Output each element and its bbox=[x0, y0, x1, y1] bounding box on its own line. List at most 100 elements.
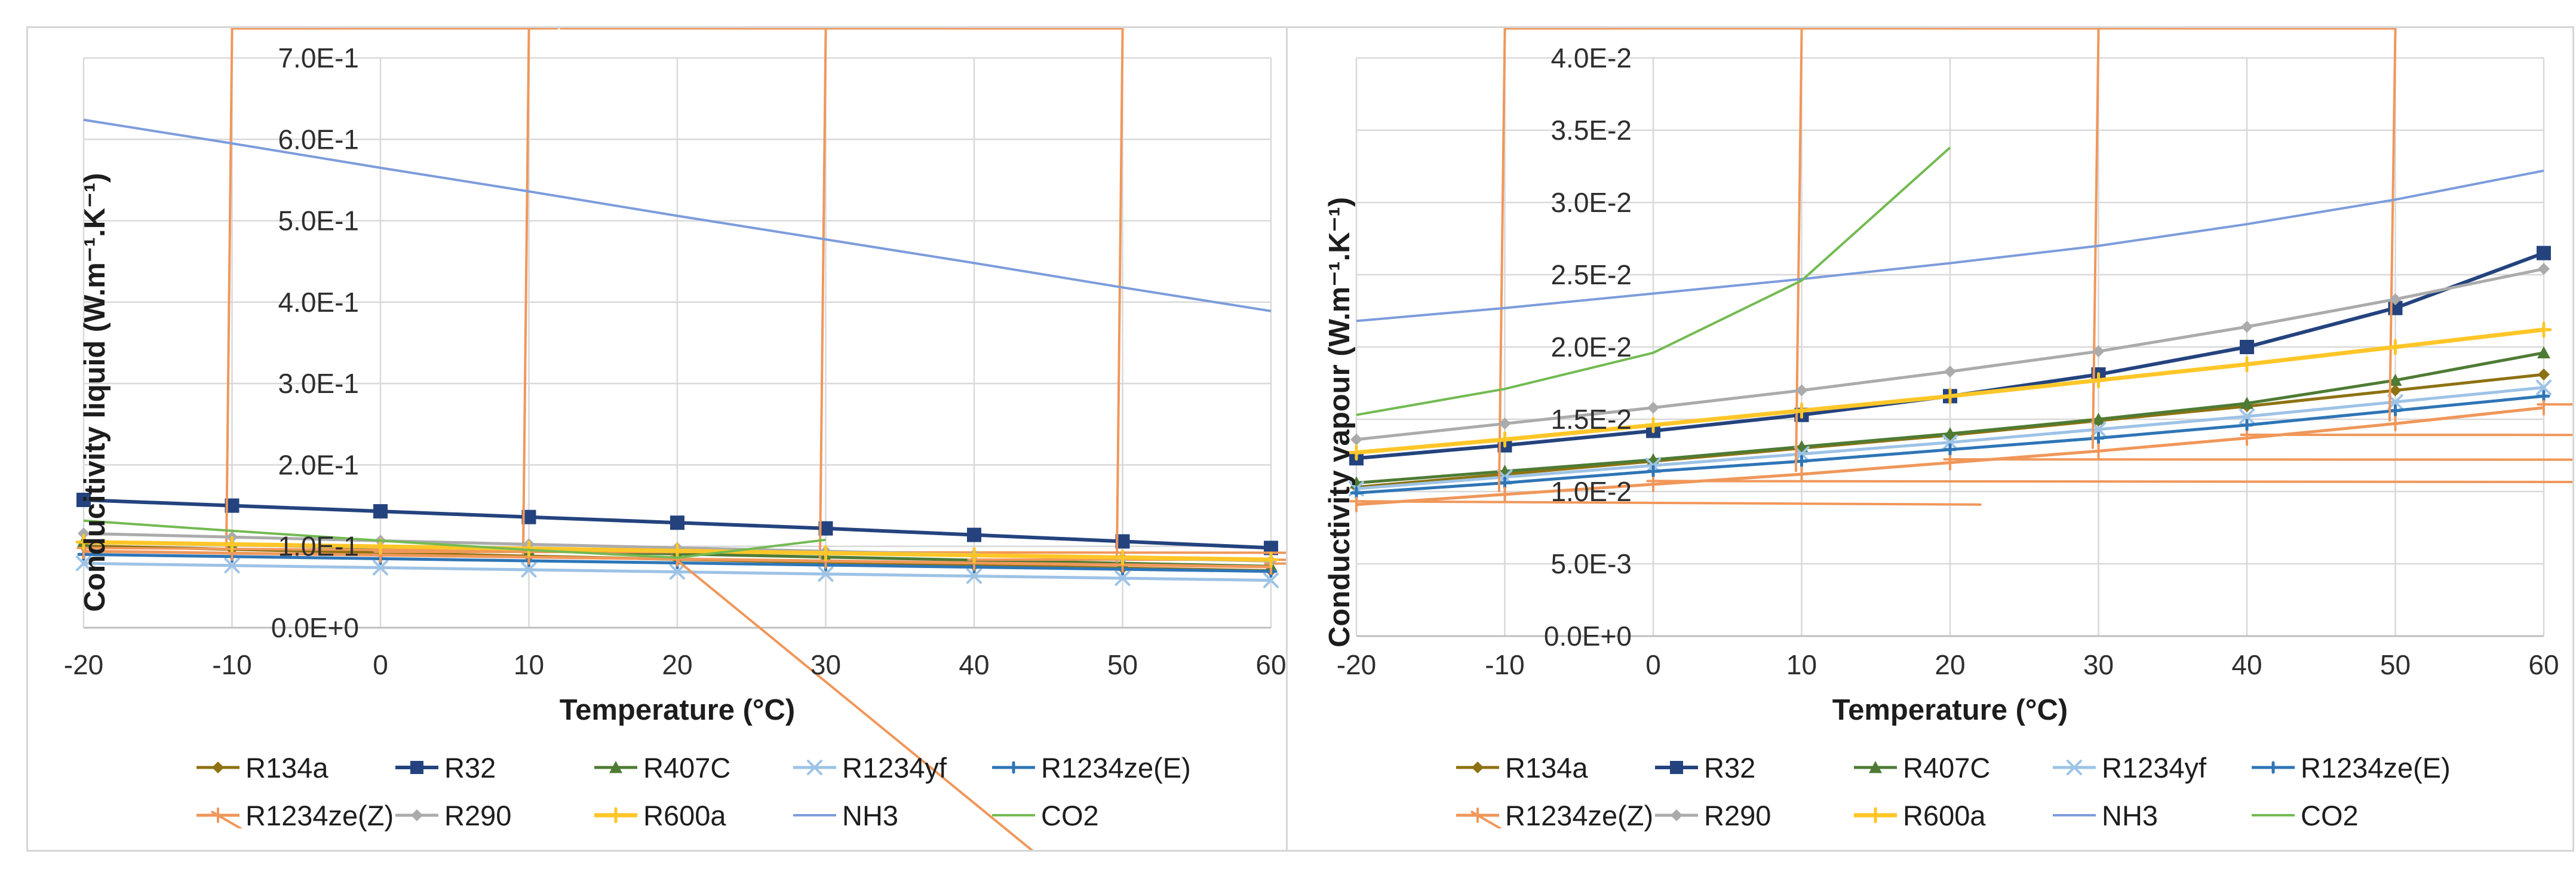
legend-item-CO2: CO2 bbox=[2250, 799, 2449, 832]
marker-plus bbox=[607, 807, 624, 824]
marker-x bbox=[670, 564, 685, 580]
marker-square bbox=[76, 493, 91, 507]
legend-label: R1234ze(Z) bbox=[245, 799, 394, 831]
vapour-conductivity-chart: 0.0E+0 5.0E-3 1.0E-2 1.5E-2 2.0E-2 2.5E-2 3.0E… bbox=[1337, 28, 2572, 680]
legend-item-R600a: R600a bbox=[1853, 799, 2052, 832]
marker-x bbox=[224, 557, 240, 573]
y-tick-label: 2.0E-1 bbox=[278, 449, 359, 480]
gridlines bbox=[1355, 57, 2545, 637]
marker-diamond bbox=[2538, 369, 2550, 380]
legend-label: R407C bbox=[1903, 751, 1991, 784]
legend-label: CO2 bbox=[2301, 799, 2359, 831]
marker-plus bbox=[2387, 339, 2403, 355]
marker-x bbox=[2239, 409, 2255, 425]
marker-diamond bbox=[2389, 384, 2402, 397]
marker-x bbox=[521, 562, 537, 578]
marker-diamond bbox=[212, 761, 224, 773]
legend-item-R134a: R134a bbox=[1455, 751, 1654, 784]
series-R600a bbox=[1348, 321, 2552, 461]
marker-diamond bbox=[1795, 384, 1808, 397]
marker-plus bbox=[1007, 761, 1020, 774]
x-tick-label: 60 bbox=[1255, 649, 1286, 680]
marker-asterisk bbox=[1943, 455, 2572, 471]
marker-asterisk bbox=[563, 28, 1124, 573]
marker-asterisk bbox=[1682, 28, 2397, 432]
marker-square bbox=[2537, 245, 2551, 260]
marker-x bbox=[807, 760, 822, 775]
legend-marker-R1234ze(E) bbox=[992, 761, 1035, 774]
legend-vapour: R134a R32 R407C R1234yf R1234ze(E) R1234ze(Z)… bbox=[1455, 751, 2451, 832]
x-tick-label: 10 bbox=[1786, 649, 1817, 680]
legend-label: R1234ze(E) bbox=[1041, 751, 1191, 784]
marker-plus bbox=[2240, 419, 2253, 432]
legend-marker-R1234ze(Z) bbox=[1456, 807, 1502, 828]
marker-diamond bbox=[1350, 433, 1362, 446]
marker-plus bbox=[1263, 551, 1279, 568]
legend-label: CO2 bbox=[1041, 799, 1099, 831]
legend-label: R290 bbox=[1704, 799, 1771, 831]
x-tick-label: 20 bbox=[1935, 649, 1965, 680]
y-tick-label: 1.5E-2 bbox=[1550, 404, 1632, 435]
marker-asterisk bbox=[2240, 430, 2572, 446]
x-tick-label: 30 bbox=[810, 649, 841, 680]
legend-item-R290: R290 bbox=[1654, 799, 1853, 832]
marker-diamond bbox=[1647, 401, 1659, 414]
marker-plus bbox=[1114, 549, 1131, 566]
marker-plus bbox=[2092, 432, 2105, 444]
legend-marker-R600a bbox=[1854, 807, 1897, 824]
series-line-NH3 bbox=[83, 118, 1272, 312]
marker-plus bbox=[75, 534, 92, 551]
y-tick-label: 0.0E+0 bbox=[1544, 621, 1632, 652]
legend-marker-CO2 bbox=[992, 814, 1035, 816]
legend-label: NH3 bbox=[842, 799, 899, 831]
x-tick-label: -20 bbox=[1337, 649, 1376, 680]
marker-triangle bbox=[2240, 397, 2253, 409]
marker-plus bbox=[1647, 465, 1660, 478]
marker-plus bbox=[2239, 356, 2255, 373]
x-tick-label: 10 bbox=[514, 649, 544, 680]
legend-item-R1234ze(E): R1234ze(E) bbox=[991, 751, 1191, 784]
legend-label: R290 bbox=[444, 799, 512, 831]
x-tick-label: 50 bbox=[1107, 649, 1138, 680]
marker-plus bbox=[1350, 486, 1363, 499]
y-tick-label: 6.0E-1 bbox=[278, 124, 359, 155]
legend-marker-R32 bbox=[395, 761, 438, 774]
x-axis-title-liquid: Temperature (°C) bbox=[559, 694, 796, 726]
series-line-CO2 bbox=[83, 519, 826, 559]
y-tick-label: 7.0E-1 bbox=[278, 42, 359, 73]
x-tick-label: 60 bbox=[2528, 649, 2559, 680]
marker-square bbox=[1670, 761, 1683, 774]
legend-marker-R600a bbox=[594, 807, 637, 824]
marker-x bbox=[2067, 760, 2082, 775]
marker-plus bbox=[2090, 372, 2107, 389]
marker-diamond bbox=[1472, 761, 1484, 773]
legend-marker-R407C bbox=[594, 761, 637, 773]
legend-marker-R1234yf bbox=[793, 760, 836, 775]
legend-item-R407C: R407C bbox=[593, 751, 792, 784]
marker-asterisk bbox=[225, 28, 555, 561]
legend-label: R32 bbox=[444, 751, 496, 784]
series-R1234ze(Z) bbox=[1349, 28, 2572, 512]
legend-item-R32: R32 bbox=[1654, 751, 1853, 784]
marker-asterisk bbox=[1349, 496, 1982, 512]
legend-label: R32 bbox=[1704, 751, 1756, 784]
legend-item-R1234ze(Z): R1234ze(Z) bbox=[1455, 799, 1654, 832]
marker-x bbox=[76, 555, 91, 572]
legend-marker-R290 bbox=[395, 809, 438, 821]
axis-tick-labels: 0.0E+0 5.0E-3 1.0E-2 1.5E-2 2.0E-2 2.5E-2 3.0E… bbox=[1337, 42, 2559, 680]
y-tick-label: 5.0E-1 bbox=[278, 205, 359, 237]
legend-marker-R1234ze(Z) bbox=[196, 807, 242, 828]
legend-marker-NH3 bbox=[2053, 814, 2096, 816]
marker-plus bbox=[1867, 807, 1884, 824]
series-line-CO2 bbox=[1356, 146, 1951, 416]
marker-asterisk bbox=[2537, 400, 2572, 416]
legend-marker-R1234yf bbox=[2053, 760, 2096, 775]
y-axis-title-vapour: Conductivity vapour (W.m⁻¹.K⁻¹) bbox=[1324, 196, 1356, 648]
x-tick-label: 50 bbox=[2380, 649, 2411, 680]
legend-item-NH3: NH3 bbox=[2052, 799, 2250, 832]
marker-square bbox=[967, 527, 981, 542]
legend-marker-R1234ze(E) bbox=[2252, 761, 2295, 774]
marker-square bbox=[670, 515, 684, 530]
marker-plus bbox=[1348, 444, 1365, 461]
